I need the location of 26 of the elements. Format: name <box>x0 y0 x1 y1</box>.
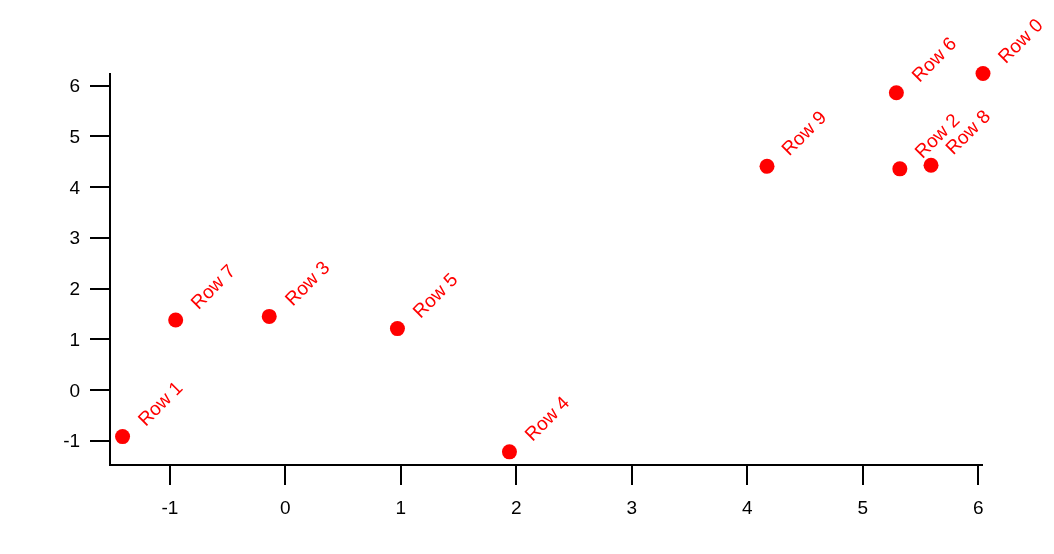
x-tick-label: 0 <box>280 496 291 518</box>
y-tick-label: -1 <box>63 430 81 452</box>
point <box>501 444 517 460</box>
x-tick-label: 4 <box>742 496 754 518</box>
y-tick-label: 0 <box>69 379 81 401</box>
x-tick-label: 5 <box>857 496 869 518</box>
x-tick-label: 6 <box>973 496 984 518</box>
point <box>892 161 908 177</box>
point <box>888 85 904 101</box>
y-tick-label: 4 <box>69 176 81 198</box>
x-tick-label: 2 <box>511 496 522 518</box>
point <box>923 157 939 173</box>
x-tick-label: 1 <box>395 496 407 518</box>
y-tick-label: 6 <box>69 75 81 97</box>
y-tick-label: 5 <box>69 126 81 148</box>
point <box>389 321 405 337</box>
y-tick-label: 2 <box>69 278 81 300</box>
x-tick-label: -1 <box>161 496 179 518</box>
point <box>759 158 775 174</box>
y-tick-label: 1 <box>69 328 81 350</box>
point <box>975 66 991 81</box>
point <box>168 312 184 328</box>
x-tick-label: 3 <box>626 496 638 518</box>
y-tick-label: 3 <box>69 227 81 249</box>
point <box>261 308 277 324</box>
point <box>115 429 131 445</box>
